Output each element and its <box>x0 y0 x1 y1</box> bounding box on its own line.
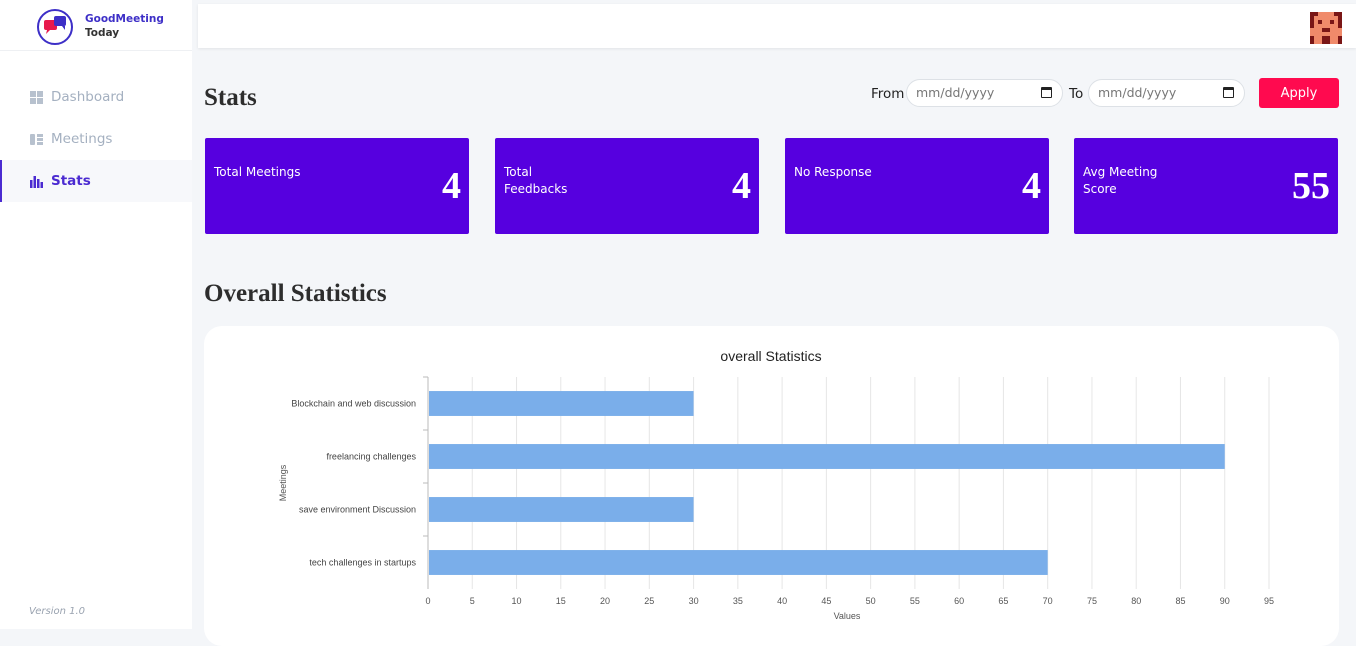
sidebar-item-label: Meetings <box>51 131 113 147</box>
x-tick-label: 65 <box>998 596 1008 606</box>
x-tick-label: 20 <box>600 596 610 606</box>
sidebar-item-meetings[interactable]: Meetings <box>0 118 192 160</box>
stat-card-total-meetings: Total Meetings 4 <box>205 138 469 234</box>
from-date-placeholder: mm/dd/yyyy <box>916 85 995 100</box>
stat-card-avg-meeting-score: Avg Meeting Score 55 <box>1074 138 1338 234</box>
to-date-input[interactable]: mm/dd/yyyy <box>1088 79 1245 107</box>
x-tick-label: 30 <box>689 596 699 606</box>
x-tick-label: 25 <box>644 596 654 606</box>
x-tick-label: 85 <box>1175 596 1185 606</box>
x-tick-label: 35 <box>733 596 743 606</box>
sidebar: GoodMeeting Today Dashboard Meetings <box>0 0 192 629</box>
x-tick-label: 80 <box>1131 596 1141 606</box>
x-tick-label: 10 <box>512 596 522 606</box>
x-tick-label: 15 <box>556 596 566 606</box>
x-axis-label: Values <box>834 611 861 621</box>
bar <box>429 391 694 416</box>
stat-card-no-response: No Response 4 <box>785 138 1049 234</box>
bar <box>429 550 1048 575</box>
sidebar-item-stats[interactable]: Stats <box>0 160 192 202</box>
y-tick-label: freelancing challenges <box>326 452 416 462</box>
sidebar-item-dashboard[interactable]: Dashboard <box>0 76 192 118</box>
sidebar-item-label: Dashboard <box>51 89 125 105</box>
y-tick-label: save environment Discussion <box>299 505 416 515</box>
calendar-icon[interactable] <box>1223 87 1234 98</box>
from-label: From <box>871 86 905 102</box>
logo-icon <box>37 9 73 45</box>
dashboard-icon <box>30 90 43 104</box>
app-logo[interactable]: GoodMeeting Today <box>35 8 175 46</box>
logo-divider <box>0 50 192 51</box>
to-label: To <box>1069 86 1084 102</box>
bar-chart-icon <box>30 175 43 188</box>
y-tick-label: tech challenges in startups <box>309 558 416 568</box>
overall-statistics-chart: overall Statistics 0 5 10 15 20 25 30 35 40 45 50 55… <box>278 348 1274 621</box>
x-tick-label: 95 <box>1264 596 1274 606</box>
section-title: Overall Statistics <box>204 280 387 307</box>
logo-line-1: GoodMeeting <box>85 13 164 25</box>
x-tick-label: 90 <box>1220 596 1230 606</box>
x-tick-label: 60 <box>954 596 964 606</box>
stat-card-title: Avg Meeting Score <box>1083 165 1158 196</box>
chart-panel: overall Statistics 0 5 10 15 20 25 30 35 40 45 50 55… <box>204 326 1339 646</box>
logo-text: GoodMeeting Today <box>85 12 164 40</box>
avatar[interactable] <box>1310 12 1342 44</box>
x-tick-label: 5 <box>470 596 475 606</box>
sidebar-item-label: Stats <box>51 173 91 189</box>
y-axis-label: Meetings <box>278 464 288 501</box>
x-tick-label: 50 <box>866 596 876 606</box>
bar <box>429 444 1225 469</box>
to-date-placeholder: mm/dd/yyyy <box>1098 85 1177 100</box>
stat-card-value: 4 <box>732 165 751 207</box>
stat-card-value: 4 <box>442 165 461 207</box>
stat-card-total-feedbacks: Total Feedbacks 4 <box>495 138 759 234</box>
x-tick-label: 40 <box>777 596 787 606</box>
stat-card-title: No Response <box>794 165 872 179</box>
top-bar <box>198 4 1356 48</box>
stat-card-title: Total Feedbacks <box>504 165 568 196</box>
stat-card-value: 4 <box>1022 165 1041 207</box>
chart-title: overall Statistics <box>720 348 821 364</box>
stat-card-value: 55 <box>1292 165 1330 207</box>
y-tick-label: Blockchain and web discussion <box>291 399 416 409</box>
calendar-icon[interactable] <box>1041 87 1052 98</box>
x-tick-label: 70 <box>1043 596 1053 606</box>
version-label: Version 1.0 <box>29 606 86 617</box>
bar <box>429 497 694 522</box>
from-date-input[interactable]: mm/dd/yyyy <box>906 79 1063 107</box>
page-title: Stats <box>204 84 257 111</box>
apply-button[interactable]: Apply <box>1259 78 1339 108</box>
meetings-icon <box>30 133 43 145</box>
stat-card-title: Total Meetings <box>214 165 301 179</box>
x-tick-label: 75 <box>1087 596 1097 606</box>
logo-line-2: Today <box>85 27 120 39</box>
x-tick-label: 45 <box>821 596 831 606</box>
x-tick-label: 0 <box>425 596 430 606</box>
x-tick-label: 55 <box>910 596 920 606</box>
sidebar-nav: Dashboard Meetings Stats <box>0 76 192 202</box>
